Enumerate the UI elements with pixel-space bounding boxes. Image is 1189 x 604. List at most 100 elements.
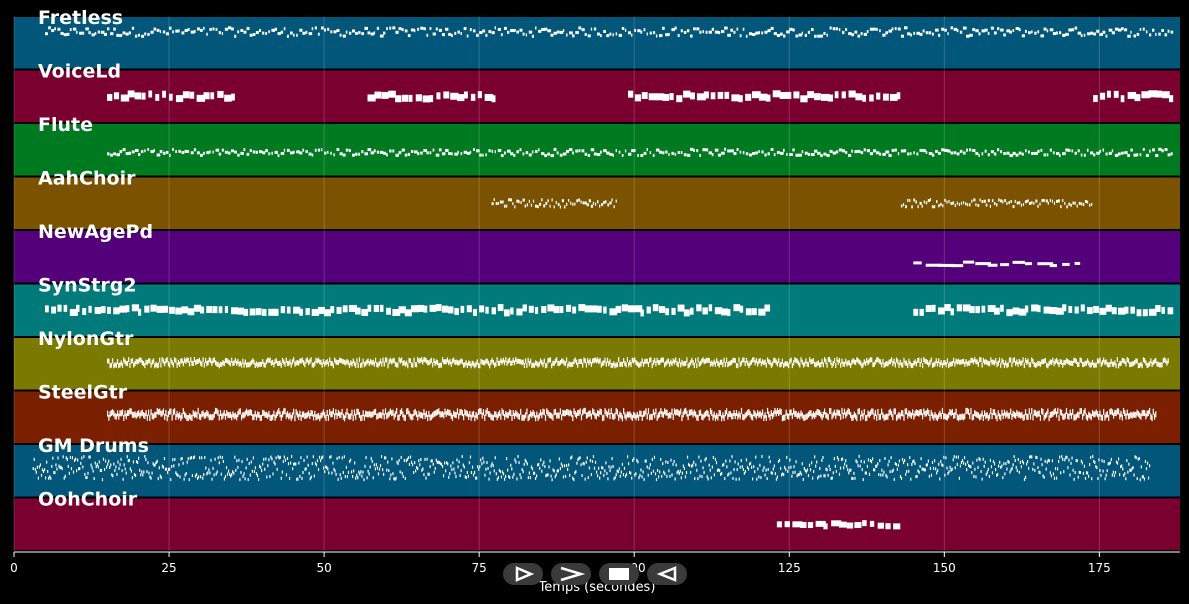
note-steelgtr <box>320 412 322 419</box>
note-voiceld <box>1148 90 1158 98</box>
note-fretless <box>355 31 358 35</box>
note-gm-drums <box>595 470 598 474</box>
note-fretless <box>367 31 371 35</box>
note-steelgtr <box>341 408 343 415</box>
note-steelgtr <box>470 414 472 421</box>
note-nylongtr <box>236 360 238 366</box>
note-fretless <box>618 33 623 37</box>
note-nylongtr <box>728 361 730 367</box>
note-nylongtr <box>338 357 341 363</box>
note-gm-drums <box>436 460 438 464</box>
note-fretless <box>550 33 554 37</box>
note-steelgtr <box>357 408 359 415</box>
note-nylongtr <box>279 360 281 366</box>
note-steelgtr <box>850 411 852 418</box>
note-gm-drums <box>663 470 665 474</box>
note-synstrg2 <box>169 306 175 314</box>
note-steelgtr <box>372 410 374 417</box>
note-nylongtr <box>446 357 449 363</box>
note-gm-drums <box>286 456 289 460</box>
note-gm-drums <box>527 476 529 480</box>
note-gm-drums <box>1025 462 1028 466</box>
note-aahchoir <box>499 200 502 204</box>
note-synstrg2 <box>417 304 425 312</box>
note-gm-drums <box>1024 475 1027 479</box>
note-gm-drums <box>430 459 432 463</box>
note-steelgtr <box>1069 409 1071 416</box>
note-steelgtr <box>984 410 986 417</box>
note-steelgtr <box>800 410 802 417</box>
note-gm-drums <box>403 458 405 462</box>
note-gm-drums <box>656 468 659 472</box>
note-gm-drums <box>252 456 254 460</box>
play-button[interactable] <box>503 563 543 585</box>
note-steelgtr <box>806 413 808 420</box>
note-gm-drums <box>1103 460 1105 464</box>
note-gm-drums <box>1113 474 1116 478</box>
note-steelgtr <box>667 413 669 420</box>
note-gm-drums <box>1125 477 1127 481</box>
note-nylongtr <box>631 357 633 363</box>
note-flute <box>990 150 994 154</box>
note-fretless <box>621 26 625 30</box>
note-synstrg2 <box>448 306 454 314</box>
note-gm-drums <box>128 458 130 462</box>
note-nylongtr <box>1148 361 1151 367</box>
note-steelgtr <box>394 411 397 418</box>
note-steelgtr <box>1142 409 1144 416</box>
note-gm-drums <box>696 468 698 472</box>
note-nylongtr <box>241 362 243 368</box>
note-aahchoir <box>568 198 570 202</box>
note-steelgtr <box>309 413 311 420</box>
note-gm-drums <box>375 463 377 467</box>
note-gm-drums <box>981 477 983 481</box>
note-gm-drums <box>410 460 413 464</box>
note-gm-drums <box>927 459 929 463</box>
note-gm-drums <box>284 458 287 462</box>
note-steelgtr <box>824 408 826 415</box>
note-nylongtr <box>371 360 373 366</box>
note-flute <box>293 150 295 154</box>
note-steelgtr <box>616 409 619 416</box>
note-aahchoir <box>983 199 986 203</box>
note-nylongtr <box>547 358 549 364</box>
note-nylongtr <box>686 357 688 363</box>
note-gm-drums <box>930 473 933 477</box>
note-nylongtr <box>1037 360 1039 366</box>
note-steelgtr <box>846 410 848 417</box>
note-nylongtr <box>152 358 155 364</box>
note-steelgtr <box>682 411 684 418</box>
note-nylongtr <box>1010 357 1012 363</box>
forward-button[interactable] <box>551 563 591 585</box>
note-voiceld <box>745 93 752 101</box>
note-voiceld <box>765 94 771 102</box>
note-nylongtr <box>376 362 378 368</box>
back-button[interactable] <box>647 563 687 585</box>
note-steelgtr <box>749 411 751 418</box>
note-nylongtr <box>1083 362 1085 368</box>
stop-button[interactable] <box>599 563 639 585</box>
note-aahchoir <box>1066 205 1068 209</box>
note-flute <box>966 148 969 152</box>
note-nylongtr <box>455 359 457 365</box>
note-nylongtr <box>414 362 416 368</box>
note-nylongtr <box>428 360 430 366</box>
note-fretless <box>227 26 232 30</box>
note-steelgtr <box>516 411 518 418</box>
note-gm-drums <box>81 456 83 460</box>
note-gm-drums <box>650 471 652 475</box>
note-nylongtr <box>214 360 217 366</box>
note-gm-drums <box>738 477 740 481</box>
note-gm-drums <box>781 473 783 477</box>
note-gm-drums <box>518 461 520 465</box>
note-gm-drums <box>479 465 481 469</box>
note-synstrg2 <box>1062 304 1067 312</box>
x-tick-label-75: 75 <box>472 561 487 575</box>
note-steelgtr <box>450 412 452 419</box>
note-steelgtr <box>892 414 894 421</box>
note-steelgtr <box>822 411 824 418</box>
note-fretless <box>984 28 988 32</box>
note-nylongtr <box>489 363 491 369</box>
note-flute <box>962 151 966 155</box>
note-aahchoir <box>565 202 568 206</box>
